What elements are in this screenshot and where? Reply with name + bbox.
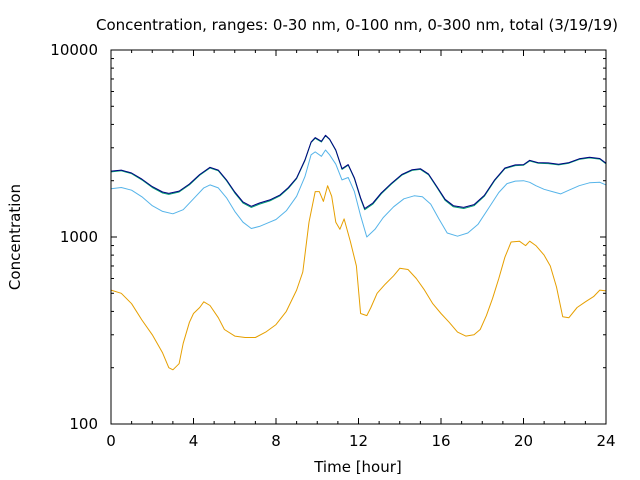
series-line-4 — [110, 134, 607, 209]
x-axis: 0 4 8 12 16 20 24 — [106, 50, 616, 450]
x-tick-label: 12 — [349, 432, 368, 450]
x-tick-label: 8 — [271, 432, 281, 450]
y-tick-label: 10000 — [50, 41, 98, 59]
x-tick-label: 20 — [514, 432, 533, 450]
series-line-2 — [110, 149, 607, 238]
y-axis: 100 1000 10000 — [50, 41, 606, 433]
x-tick-label: 4 — [189, 432, 199, 450]
series-line-3 — [110, 135, 607, 211]
chart-title: Concentration, ranges: 0-30 nm, 0-100 nm… — [96, 16, 618, 34]
series-line-1 — [110, 185, 607, 371]
series-layer — [110, 134, 607, 371]
x-tick-label: 0 — [106, 432, 116, 450]
plot-frame — [110, 49, 607, 425]
y-tick-label: 1000 — [60, 228, 98, 246]
y-tick-label: 100 — [69, 415, 98, 433]
y-axis-label: Concentration — [6, 184, 24, 290]
x-tick-label: 24 — [596, 432, 615, 450]
x-axis-label: Time [hour] — [313, 458, 402, 476]
x-tick-label: 16 — [431, 432, 450, 450]
